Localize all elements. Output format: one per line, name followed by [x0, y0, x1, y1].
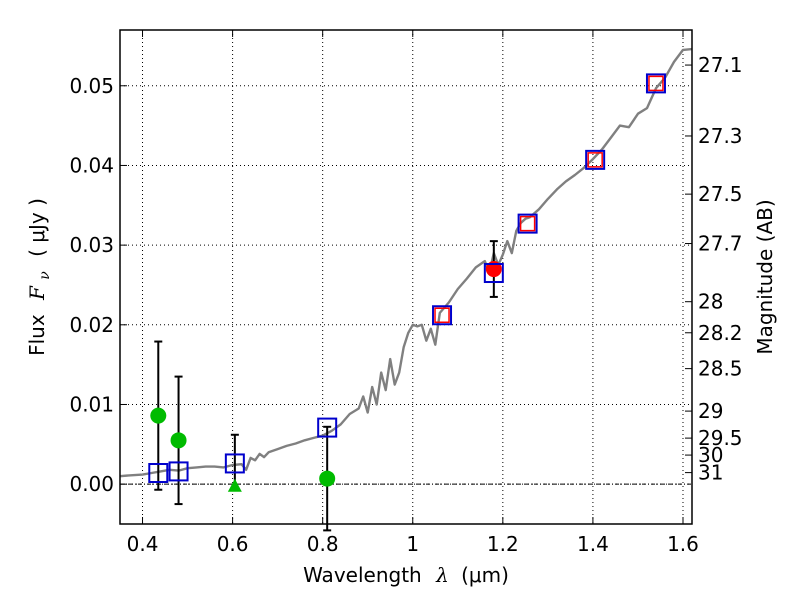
model-photometry-box	[168, 461, 189, 482]
magnitude-tick-label: 29	[698, 399, 723, 423]
nondetection-triangle-marker	[227, 478, 242, 492]
y-axis-label-unit: ( μJy )	[25, 198, 49, 257]
x-tick-label: 1	[406, 532, 419, 556]
nondetection-marker	[170, 432, 187, 449]
x-tick-label: 0.4	[127, 532, 159, 556]
magnitude-tick-label: 28.2	[698, 321, 743, 345]
x-tick-label: 1.2	[487, 532, 519, 556]
magnitude-tick-label: 30	[698, 443, 723, 467]
nondetection-marker	[319, 470, 336, 487]
plot-frame	[119, 29, 693, 525]
detection-circle-marker	[485, 261, 502, 278]
y-axis-label: Flux F ν ( μJy )	[25, 198, 54, 356]
detection-square-marker	[648, 75, 664, 92]
model-photometry-box	[224, 453, 245, 474]
model-spectrum-line	[119, 47, 693, 478]
y-tick-label: 0.04	[69, 153, 114, 177]
data-layer	[119, 47, 693, 532]
x-tick-label: 1.4	[577, 532, 609, 556]
x-tick-label: 1.6	[667, 532, 699, 556]
x-tick-label: 0.6	[217, 532, 249, 556]
x-axis-label-symbol: λ	[435, 563, 449, 587]
detection-square-marker	[587, 152, 603, 168]
magnitude-tick-label: 28.5	[698, 357, 743, 381]
magnitude-tick-label: 27.3	[698, 124, 743, 148]
x-axis-label: Wavelength λ (μm)	[303, 563, 509, 587]
y-tick-label: 0.03	[69, 233, 114, 257]
y-tick-label: 0.02	[69, 313, 114, 337]
y-tick-label: 0.00	[69, 472, 114, 496]
y-axis-label-text: Flux	[25, 314, 49, 356]
magnitude-tick-label: 28	[698, 290, 723, 314]
model-photometry-box	[585, 149, 606, 170]
y-tick-label: 0.01	[69, 392, 114, 416]
y-axis-label-subscript: ν	[37, 271, 53, 280]
detection-square-marker	[519, 215, 536, 232]
model-photometry-box	[645, 73, 666, 94]
magnitude-axis-label: Magnitude (AB)	[753, 199, 777, 354]
y-axis-label-symbol: F	[25, 285, 49, 301]
x-axis-label-text: Wavelength	[303, 563, 422, 587]
model-photometry-box	[317, 417, 338, 438]
model-photometry-box	[483, 263, 504, 284]
grid-layer	[120, 30, 692, 524]
magnitude-tick-label: 29.5	[698, 426, 743, 450]
x-tick-label: 0.8	[307, 532, 339, 556]
y-tick-label: 0.05	[69, 74, 114, 98]
tick-layer: 0.4 0.6 0.8 1 1.2 1.4 1.6 0.00 0.01 0.02 0.03 0.04 0…	[69, 30, 743, 556]
magnitude-tick-label: 27.1	[698, 53, 743, 77]
model-photometry-box	[432, 305, 453, 326]
magnitude-tick-label: 27.7	[698, 232, 743, 256]
nondetection-marker	[150, 407, 167, 424]
model-photometry-box	[517, 213, 538, 234]
model-photometry-box	[148, 463, 169, 484]
detection-square-marker	[434, 307, 450, 323]
x-axis-label-unit: (μm)	[461, 563, 509, 587]
magnitude-tick-label: 31	[698, 461, 723, 485]
magnitude-tick-label: 27.5	[698, 182, 743, 206]
